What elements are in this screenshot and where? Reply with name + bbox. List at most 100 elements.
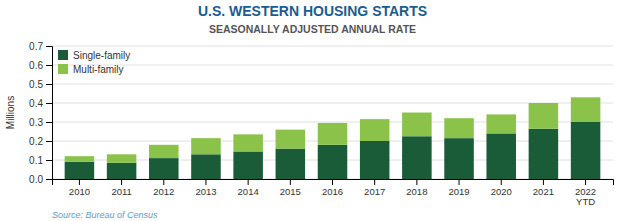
tick-mark xyxy=(79,179,80,185)
bar xyxy=(402,136,432,179)
tick-label: 2012 xyxy=(153,186,174,197)
bar xyxy=(571,97,601,122)
tick-label: 2018 xyxy=(406,186,427,197)
bar xyxy=(191,138,221,154)
bar xyxy=(233,134,263,151)
tick: 2017 xyxy=(364,179,385,197)
tick: 0.7 xyxy=(29,41,52,52)
tick-mark xyxy=(543,179,544,185)
bar xyxy=(571,122,601,179)
tick: 2022YTD xyxy=(575,179,596,207)
tick-mark xyxy=(46,103,52,104)
legend-swatch xyxy=(58,64,68,74)
tick: 0.2 xyxy=(29,136,52,147)
tick-label: 0.7 xyxy=(29,41,43,52)
tick-label: 2022YTD xyxy=(575,186,596,207)
tick-label: 2019 xyxy=(448,186,469,197)
bar xyxy=(486,133,516,179)
y-axis-title: Millions xyxy=(5,96,16,129)
tick-label: 0.2 xyxy=(29,136,43,147)
axis-line xyxy=(53,180,614,186)
bar xyxy=(529,103,559,129)
tick: 2012 xyxy=(153,179,174,197)
bar xyxy=(65,162,95,179)
tick: 0.1 xyxy=(29,155,52,166)
tick: 0.5 xyxy=(29,79,52,90)
bar xyxy=(318,123,348,145)
tick-mark xyxy=(290,179,291,185)
bar xyxy=(444,118,474,138)
tick-mark xyxy=(46,122,52,123)
tick-label: 2011 xyxy=(111,186,131,197)
subtitle: SEASONALLY ADJUSTED ANNUAL RATE xyxy=(209,23,416,35)
tick-label: 0.3 xyxy=(29,117,43,128)
tick: 2016 xyxy=(322,179,343,197)
legend-swatch xyxy=(58,50,68,60)
tick: 2021 xyxy=(533,179,554,197)
bar xyxy=(149,145,179,158)
tick-label: 0.1 xyxy=(29,155,43,166)
bars xyxy=(65,97,601,179)
tick-label: 2021 xyxy=(533,186,554,197)
tick-mark xyxy=(585,179,586,185)
bar xyxy=(65,156,95,162)
legend-label: Single-family xyxy=(73,50,130,61)
tick-mark xyxy=(332,179,333,185)
tick-mark xyxy=(46,141,52,142)
tick: 0.3 xyxy=(29,117,52,128)
legend: Single-family Multi-family xyxy=(58,50,130,75)
tick-label: 0.4 xyxy=(29,98,43,109)
grid-line xyxy=(52,46,613,47)
bar xyxy=(444,138,474,179)
tick-mark xyxy=(163,179,164,185)
tick-label: 2020 xyxy=(491,186,512,197)
title: U.S. WESTERN HOUSING STARTS xyxy=(198,3,427,19)
bar xyxy=(107,154,137,163)
series xyxy=(65,122,601,179)
legend-item: Multi-family xyxy=(58,64,124,75)
chart: U.S. WESTERN HOUSING STARTS SEASONALLY AD… xyxy=(0,0,625,221)
tick-label: 0.5 xyxy=(29,79,43,90)
bar xyxy=(276,149,306,179)
tick: 2010 xyxy=(69,179,90,197)
tick-label: 2016 xyxy=(322,186,343,197)
x-axis: 2010 2011 2012 2013 2014 2015 2016 2017 2018 2019… xyxy=(53,179,614,207)
tick: 2013 xyxy=(195,179,216,197)
bar xyxy=(107,163,137,179)
grid xyxy=(52,46,613,179)
bar xyxy=(486,114,516,133)
bar xyxy=(191,154,221,179)
tick-label: 2013 xyxy=(195,186,216,197)
bar xyxy=(360,141,390,179)
axis-line xyxy=(46,47,53,180)
tick: 2011 xyxy=(111,179,131,197)
plot: 0.0 0.1 0.2 0.3 0.4 0.5 0.6 0.7 2010 2011 2012 2013… xyxy=(29,41,613,207)
bar xyxy=(149,158,179,179)
tick-mark xyxy=(46,65,52,66)
legend-label: Multi-family xyxy=(73,64,124,75)
tick-mark xyxy=(46,46,52,47)
tick-label: 2010 xyxy=(69,186,90,197)
grid-line xyxy=(52,65,613,66)
tick: 0.6 xyxy=(29,60,52,71)
tick-label: 0.0 xyxy=(29,174,43,185)
tick-label: 2014 xyxy=(238,186,259,197)
bar xyxy=(276,130,306,149)
tick: 0.4 xyxy=(29,98,52,109)
bar xyxy=(318,145,348,179)
bar xyxy=(360,119,390,141)
tick-mark xyxy=(416,179,417,185)
source: Source: Bureau of Census xyxy=(52,210,158,220)
tick: 0.0 xyxy=(29,174,52,185)
tick: 2020 xyxy=(491,179,512,197)
tick-label: 2017 xyxy=(364,186,385,197)
tick-mark xyxy=(501,179,502,185)
tick-mark xyxy=(121,179,122,185)
tick-mark xyxy=(46,179,52,180)
bar xyxy=(529,129,559,179)
tick-mark xyxy=(205,179,206,185)
tick-label: 0.6 xyxy=(29,60,43,71)
tick: 2014 xyxy=(238,179,259,197)
grid-line xyxy=(52,84,613,85)
tick: 2015 xyxy=(280,179,301,197)
